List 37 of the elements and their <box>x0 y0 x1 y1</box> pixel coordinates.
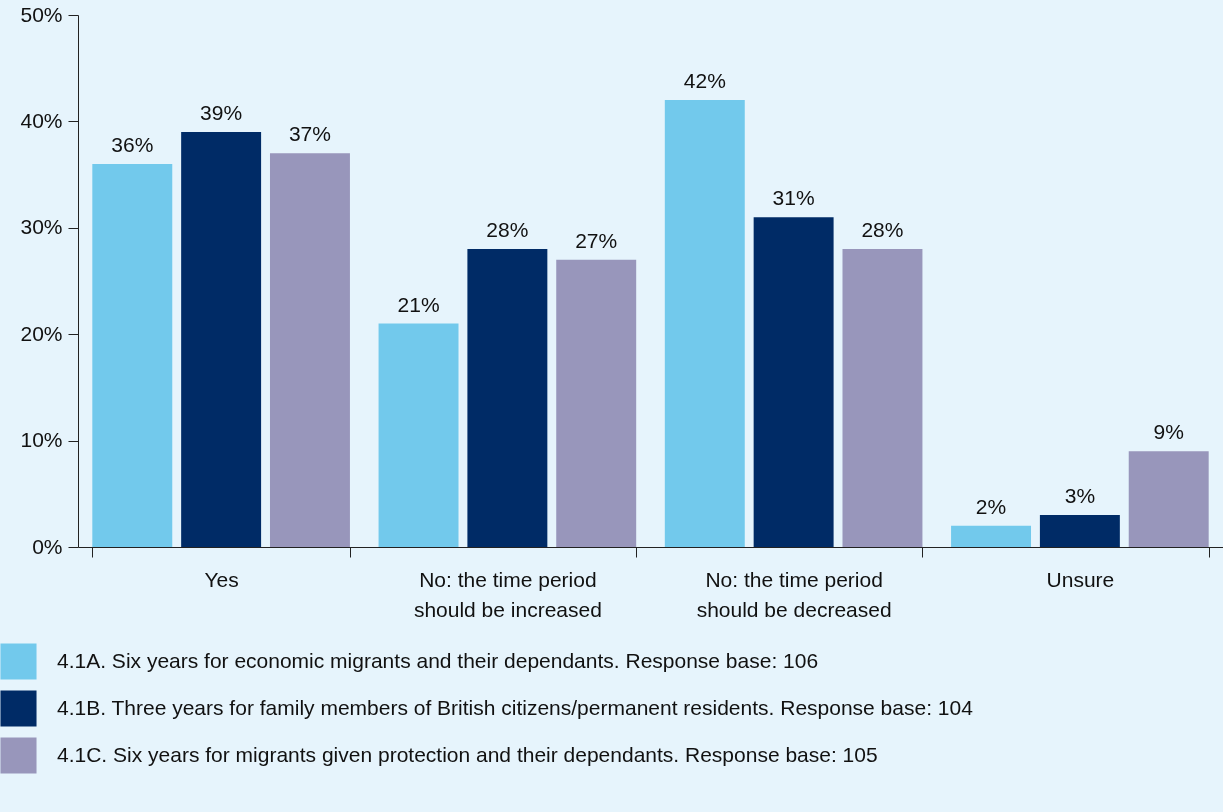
bar <box>269 153 350 547</box>
text: 28% <box>486 218 529 242</box>
text: 39% <box>200 101 243 125</box>
bar <box>1128 451 1209 547</box>
y-tick-label: 0% <box>32 534 63 558</box>
bar <box>92 163 173 547</box>
text: 37% <box>288 122 331 146</box>
text: 36% <box>111 132 154 156</box>
y-tick-label: 20% <box>20 321 63 345</box>
x-tick-label: Unsure <box>1046 567 1115 591</box>
bar <box>951 525 1032 547</box>
legend-label: 4.1B. Three years for family members of British citizens/permanent residents. Response base: 104 <box>57 695 974 719</box>
y-tick-label: 30% <box>20 215 63 239</box>
x-tick-label: No: the time period should be increased <box>413 567 602 621</box>
bar <box>1039 515 1120 547</box>
y-tick-label: 40% <box>20 108 63 132</box>
bar <box>753 217 834 547</box>
legend-label: 4.1C. Six years for migrants given protection and their dependants. Response base: 105 <box>57 742 878 766</box>
text: 3% <box>1064 484 1096 508</box>
text: 27% <box>575 228 618 252</box>
bar <box>467 249 548 547</box>
bar <box>842 249 923 547</box>
text: 21% <box>397 292 440 316</box>
text: 42% <box>683 69 726 93</box>
bar <box>378 323 459 547</box>
legend-label: 4.1A. Six years for economic migrants and their dependants. Response base: 106 <box>57 648 819 672</box>
text: 2% <box>975 494 1007 518</box>
bar <box>556 259 637 547</box>
bar <box>181 132 262 547</box>
x-tick-label: No: the time period should be decreased <box>696 567 892 621</box>
y-tick-label: 50% <box>20 2 63 26</box>
y-tick-label: 10% <box>20 428 63 452</box>
text: 31% <box>772 186 815 210</box>
text: 9% <box>1153 420 1184 444</box>
x-tick-label: Yes <box>204 567 239 591</box>
bar <box>664 100 745 547</box>
text: 28% <box>861 218 904 242</box>
